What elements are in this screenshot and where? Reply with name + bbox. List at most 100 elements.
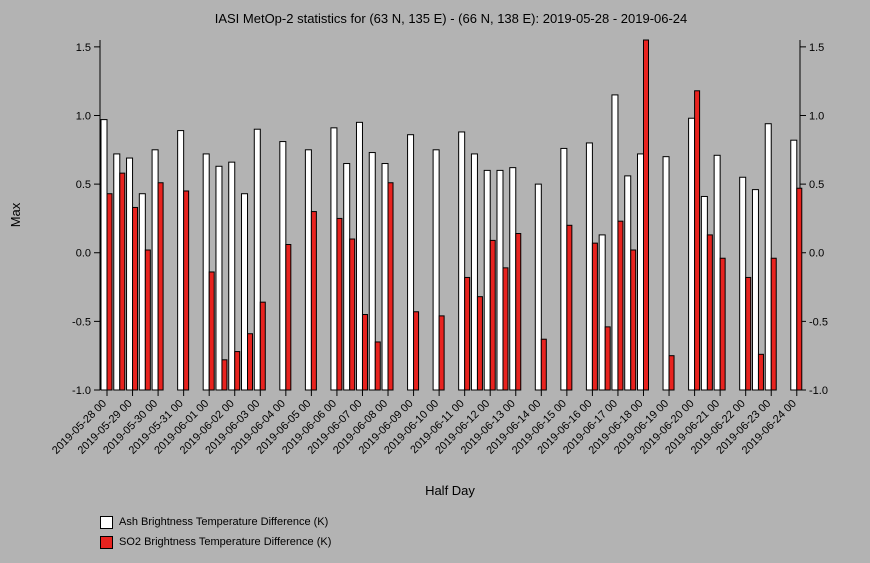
bar-ash — [330, 127, 338, 391]
bar-so2 — [157, 182, 164, 391]
bar-so2 — [540, 338, 547, 391]
plot-area: 1.5 1.5 1.0 1.0 0.5 0.5 0.0 0.0 -0.5 -0.5 -1.0 -1.0… — [50, 39, 828, 457]
bar-so2 — [757, 353, 764, 391]
bar-ash — [483, 169, 491, 391]
y-tick-label-right: 0.5 — [809, 179, 824, 191]
y-tick-label-left: 1.0 — [76, 110, 91, 122]
bar-so2 — [668, 355, 675, 391]
bar-ash — [368, 152, 376, 391]
legend-swatch-so2 — [100, 535, 113, 549]
bar-so2 — [489, 239, 496, 391]
bar-ash — [560, 147, 568, 391]
bar-ash — [343, 163, 351, 391]
bar-ash — [713, 154, 721, 391]
y-tick-label-left: 0.5 — [76, 179, 91, 191]
bar-so2 — [591, 242, 598, 391]
y-tick-label-right: 0.0 — [809, 248, 824, 260]
bar-ash — [739, 176, 747, 391]
bar-so2 — [464, 276, 471, 391]
bar-so2 — [144, 249, 151, 391]
bar-ash — [624, 175, 632, 391]
y-tick-label-left: 1.5 — [76, 42, 91, 54]
y-tick-label-left: -0.5 — [72, 316, 91, 328]
bar-so2 — [183, 190, 190, 391]
bar-so2 — [221, 359, 228, 391]
legend-item-ash: Ash Brightness Temperature Difference (K… — [100, 512, 331, 532]
bar-so2 — [719, 257, 726, 391]
y-tick-label-left: 0.0 — [76, 248, 91, 260]
bar-so2 — [642, 39, 649, 391]
legend-item-so2: SO2 Brightness Temperature Difference (K… — [100, 532, 331, 552]
bar-ash — [751, 189, 759, 391]
y-tick-label-right: -0.5 — [809, 316, 828, 328]
bar-ash — [598, 234, 606, 391]
bar-so2 — [502, 267, 509, 391]
bar-so2 — [259, 301, 266, 391]
y-tick-label-right: 1.0 — [809, 110, 824, 122]
bar-ash — [215, 165, 223, 391]
bar-so2 — [349, 238, 356, 391]
y-axis-label: Max — [8, 202, 23, 227]
bar-ash — [662, 156, 670, 391]
bar-so2 — [796, 187, 803, 391]
bar-ash — [688, 117, 696, 391]
bar-so2 — [438, 315, 445, 391]
bar-ash — [241, 193, 249, 391]
bar-so2 — [770, 257, 777, 391]
bar-so2 — [132, 206, 139, 391]
bar-so2 — [706, 234, 713, 391]
bar-ash — [764, 123, 772, 391]
bar-ash — [432, 149, 440, 391]
bar-so2 — [285, 244, 292, 391]
bar-ash — [202, 153, 210, 391]
bar-so2 — [604, 326, 611, 391]
bar-so2 — [310, 211, 317, 391]
bar-ash — [496, 169, 504, 391]
legend: Ash Brightness Temperature Difference (K… — [100, 512, 331, 552]
bar-so2 — [566, 224, 573, 391]
bar-ash — [458, 131, 466, 391]
x-axis-label: Half Day — [425, 483, 475, 498]
bar-so2 — [387, 182, 394, 391]
bar-so2 — [247, 333, 254, 391]
bar-so2 — [208, 271, 215, 391]
bar-so2 — [515, 233, 522, 391]
bar-so2 — [336, 217, 343, 391]
bar-ash — [177, 130, 185, 391]
bar-ash — [355, 121, 363, 391]
bar-ash — [636, 153, 644, 391]
y-tick-label-right: 1.5 — [809, 42, 824, 54]
bar-ash — [138, 193, 146, 391]
bar-ash — [126, 157, 134, 391]
legend-swatch-ash — [100, 515, 113, 529]
bar-ash — [381, 163, 389, 391]
bar-ash — [585, 142, 593, 391]
y-tick-label-right: -1.0 — [809, 385, 828, 397]
legend-label-so2: SO2 Brightness Temperature Difference (K… — [119, 536, 332, 548]
bar-so2 — [234, 351, 241, 391]
bar-so2 — [476, 296, 483, 391]
bar-so2 — [745, 276, 752, 391]
bar-ash — [253, 128, 261, 391]
bar-ash — [113, 153, 121, 391]
bar-ash — [509, 167, 517, 391]
bar-so2 — [119, 172, 126, 391]
bar-ash — [790, 139, 798, 391]
chart-title: IASI MetOp-2 statistics for (63 N, 135 E… — [215, 11, 688, 26]
bar-ash — [407, 134, 415, 391]
bar-ash — [151, 149, 159, 391]
bar-ash — [611, 94, 619, 391]
bar-ash — [700, 195, 708, 391]
bar-ash — [100, 119, 108, 391]
bar-ash — [534, 183, 542, 391]
legend-label-ash: Ash Brightness Temperature Difference (K… — [119, 516, 329, 528]
bar-so2 — [694, 90, 701, 391]
bar-so2 — [617, 220, 624, 391]
bar-ash — [470, 153, 478, 391]
y-tick-label-left: -1.0 — [72, 385, 91, 397]
bar-so2 — [374, 341, 381, 391]
bar-so2 — [413, 311, 420, 391]
bar-so2 — [106, 193, 113, 391]
bar-ash — [228, 161, 236, 391]
